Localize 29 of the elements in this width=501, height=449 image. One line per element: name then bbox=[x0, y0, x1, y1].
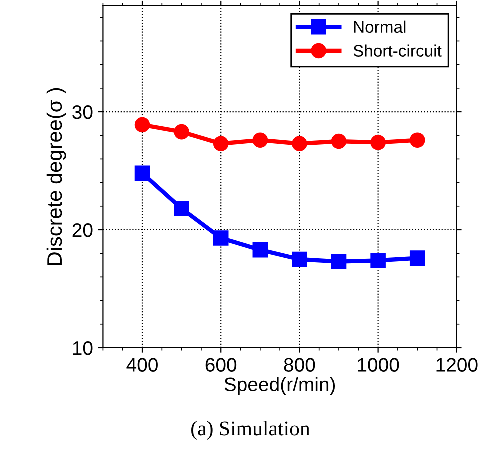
point bbox=[213, 136, 229, 152]
x-tick-label: 800 bbox=[284, 358, 316, 372]
x-tick-label: 600 bbox=[206, 358, 237, 372]
point bbox=[292, 136, 308, 152]
y-tick-label: 10 bbox=[73, 341, 93, 356]
y-tick-label: 20 bbox=[72, 223, 93, 238]
legend-label: Normal bbox=[354, 20, 406, 34]
point bbox=[174, 201, 190, 216]
point bbox=[370, 135, 386, 150]
y-axis-title: Discrete degree(σ ) bbox=[46, 88, 66, 265]
point bbox=[252, 242, 268, 258]
text: (a) Simulation bbox=[192, 421, 310, 440]
point bbox=[134, 117, 150, 133]
y-tick-label: 30 bbox=[72, 105, 93, 120]
point bbox=[331, 134, 347, 150]
x-tick-label: 1000 bbox=[358, 358, 400, 372]
point bbox=[213, 230, 229, 246]
point bbox=[134, 166, 150, 182]
point bbox=[410, 132, 426, 148]
x-axis-title: Speed(r/min) bbox=[224, 377, 336, 396]
x-tick-label: 1200 bbox=[436, 358, 478, 372]
point bbox=[174, 124, 190, 140]
point bbox=[292, 252, 308, 268]
point bbox=[331, 254, 347, 270]
legend-label: Short-circuit bbox=[354, 44, 442, 57]
point bbox=[410, 250, 426, 266]
point bbox=[370, 253, 386, 268]
point bbox=[252, 132, 268, 148]
x-tick-label: 400 bbox=[126, 358, 158, 372]
